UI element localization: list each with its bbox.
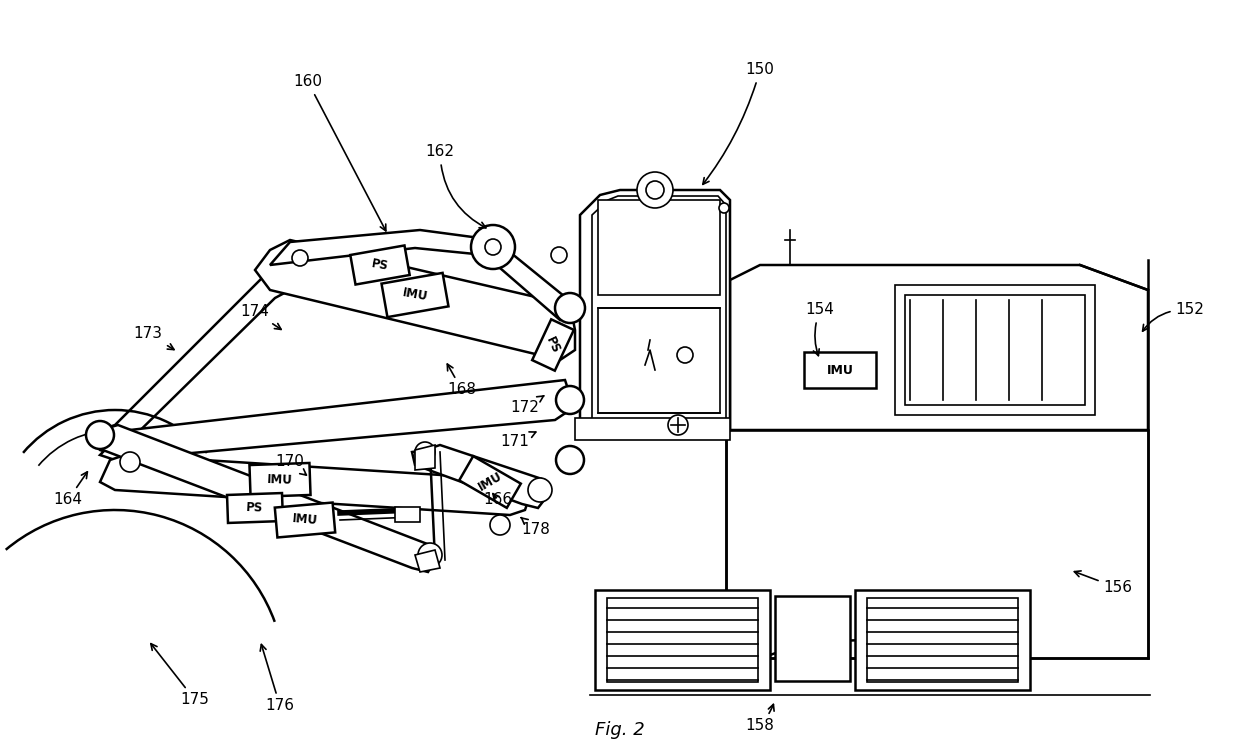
Polygon shape xyxy=(591,196,725,425)
Bar xyxy=(856,590,1030,690)
Bar xyxy=(804,352,875,388)
Bar xyxy=(382,273,449,317)
Bar xyxy=(351,246,409,284)
Text: 175: 175 xyxy=(151,643,210,708)
Circle shape xyxy=(415,442,435,462)
Bar xyxy=(575,418,730,440)
Bar xyxy=(275,503,335,538)
Text: 150: 150 xyxy=(703,63,775,184)
Polygon shape xyxy=(580,190,730,430)
Polygon shape xyxy=(88,425,435,572)
Polygon shape xyxy=(270,230,575,320)
Circle shape xyxy=(120,452,140,472)
Text: IMU: IMU xyxy=(402,287,429,304)
Circle shape xyxy=(291,250,308,266)
Polygon shape xyxy=(412,445,548,508)
Text: 170: 170 xyxy=(275,454,306,475)
Text: IMU: IMU xyxy=(291,513,319,528)
Bar xyxy=(595,590,770,690)
Polygon shape xyxy=(730,265,1148,430)
Text: 156: 156 xyxy=(1074,571,1132,596)
Polygon shape xyxy=(255,240,575,360)
Polygon shape xyxy=(415,445,435,470)
Bar xyxy=(598,308,720,413)
Polygon shape xyxy=(415,550,440,572)
Circle shape xyxy=(551,247,567,263)
Polygon shape xyxy=(100,455,529,515)
Text: 164: 164 xyxy=(53,472,87,507)
Polygon shape xyxy=(100,270,290,455)
Circle shape xyxy=(485,239,501,255)
Text: 154: 154 xyxy=(806,302,835,355)
Bar xyxy=(396,507,420,522)
Text: 168: 168 xyxy=(448,364,476,398)
Text: IMU: IMU xyxy=(267,473,293,487)
Bar xyxy=(775,596,849,681)
Bar xyxy=(249,463,310,497)
Bar xyxy=(867,598,1018,682)
Bar xyxy=(459,456,521,508)
Circle shape xyxy=(556,386,584,414)
Bar xyxy=(608,598,758,682)
Text: 173: 173 xyxy=(134,327,174,349)
Circle shape xyxy=(528,478,552,502)
Text: 166: 166 xyxy=(484,492,512,507)
Text: 158: 158 xyxy=(745,705,775,733)
Text: PS: PS xyxy=(247,501,264,515)
Circle shape xyxy=(668,415,688,435)
Circle shape xyxy=(646,181,663,199)
Circle shape xyxy=(471,225,515,269)
Bar xyxy=(895,285,1095,415)
Text: 176: 176 xyxy=(260,644,295,714)
Text: 174: 174 xyxy=(241,305,281,330)
Text: IMU: IMU xyxy=(476,470,505,494)
Circle shape xyxy=(637,172,673,208)
Text: PS: PS xyxy=(543,334,563,355)
Text: Fig. 2: Fig. 2 xyxy=(595,721,645,739)
Text: PS: PS xyxy=(371,257,389,273)
Text: 171: 171 xyxy=(501,432,536,450)
Text: IMU: IMU xyxy=(827,364,853,376)
Text: 152: 152 xyxy=(1142,302,1204,331)
Circle shape xyxy=(677,347,693,363)
Text: 162: 162 xyxy=(425,144,486,228)
Text: 178: 178 xyxy=(521,518,551,538)
Circle shape xyxy=(86,421,114,449)
Polygon shape xyxy=(725,430,1148,658)
Text: 172: 172 xyxy=(511,396,543,416)
Circle shape xyxy=(556,446,584,474)
Text: 160: 160 xyxy=(294,75,386,231)
Circle shape xyxy=(556,293,585,323)
Bar xyxy=(227,493,283,523)
Circle shape xyxy=(490,515,510,535)
Bar xyxy=(598,200,720,295)
Circle shape xyxy=(719,203,729,213)
Bar xyxy=(532,319,574,370)
Circle shape xyxy=(418,543,441,567)
Bar xyxy=(905,295,1085,405)
Polygon shape xyxy=(100,380,570,460)
Circle shape xyxy=(490,478,510,498)
